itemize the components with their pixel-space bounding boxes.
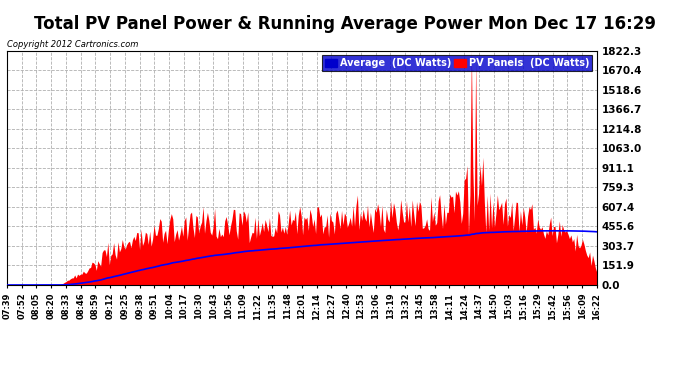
Text: Copyright 2012 Cartronics.com: Copyright 2012 Cartronics.com xyxy=(7,40,138,49)
Text: Total PV Panel Power & Running Average Power Mon Dec 17 16:29: Total PV Panel Power & Running Average P… xyxy=(34,15,656,33)
Legend: Average  (DC Watts), PV Panels  (DC Watts): Average (DC Watts), PV Panels (DC Watts) xyxy=(322,56,592,71)
